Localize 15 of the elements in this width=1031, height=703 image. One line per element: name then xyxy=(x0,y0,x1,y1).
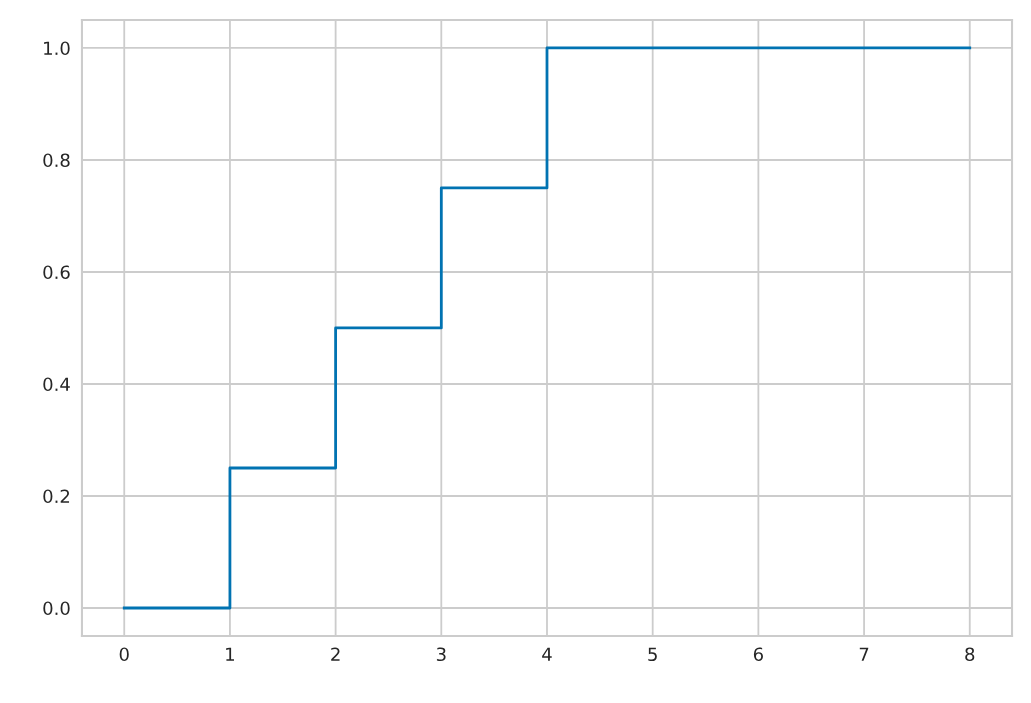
y-tick-label: 1.0 xyxy=(44,41,70,56)
y-tick-label: 0.2 xyxy=(43,489,70,504)
x-tick-label: 2 xyxy=(331,647,340,661)
y-tick-label: 0.6 xyxy=(43,265,70,280)
y-tick-label: 0.0 xyxy=(43,601,70,616)
x-tick-label: 6 xyxy=(753,647,763,662)
x-tick-label: 1 xyxy=(226,647,235,661)
x-tick-label: 0 xyxy=(119,647,129,662)
x-tick-label: 3 xyxy=(436,647,446,662)
x-tick-label: 8 xyxy=(965,647,975,662)
x-tick-label: 4 xyxy=(542,647,552,661)
x-tick-label: 5 xyxy=(648,647,657,662)
x-tick-label: 7 xyxy=(859,647,869,661)
y-tick-label: 0.8 xyxy=(43,153,70,168)
y-tick-label: 0.4 xyxy=(43,377,70,392)
